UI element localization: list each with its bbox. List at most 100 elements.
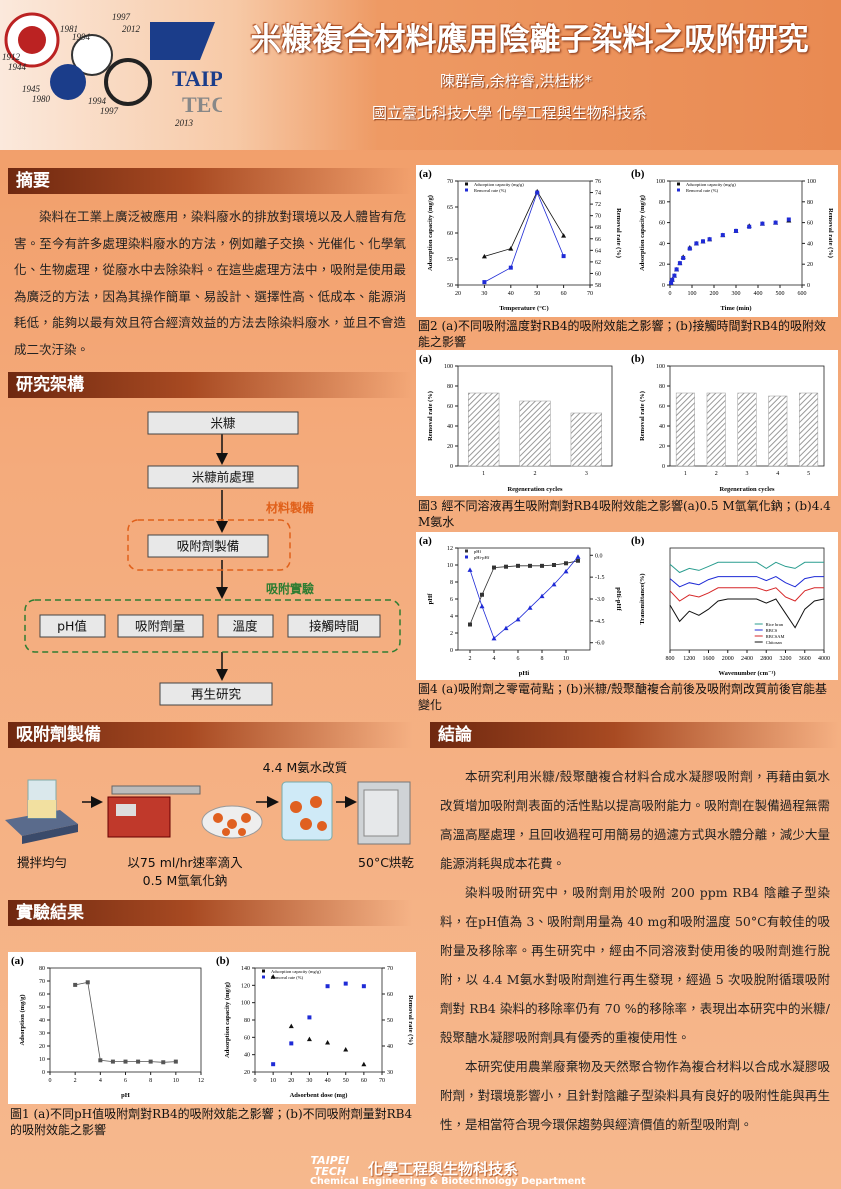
y-tick-label: 8 bbox=[450, 580, 453, 586]
point bbox=[575, 554, 581, 559]
series-line bbox=[669, 587, 824, 602]
bar bbox=[468, 392, 500, 467]
point bbox=[669, 280, 674, 285]
point bbox=[694, 241, 699, 246]
legend-swatch bbox=[465, 188, 468, 192]
x-tick-label: 0 bbox=[49, 1078, 52, 1084]
plot-frame bbox=[457, 547, 591, 651]
point bbox=[73, 982, 78, 987]
x-tick-label: 400 bbox=[754, 291, 763, 297]
y-axis-title: Removal rate (%) bbox=[639, 391, 646, 441]
logo-ntut bbox=[150, 22, 215, 60]
y-tick-label: 4 bbox=[450, 614, 453, 620]
step-label: 50°C烘乾 bbox=[358, 855, 414, 870]
x-tick-label: 800 bbox=[666, 656, 675, 662]
y-tick-label: 20 bbox=[447, 444, 453, 450]
legend-label: pHf bbox=[474, 549, 481, 554]
point bbox=[479, 603, 485, 609]
point bbox=[468, 622, 472, 627]
point bbox=[503, 625, 509, 631]
abstract-text: 染料在工業上廣泛被應用，染料廢水的排放對環境以及人體皆有危害。至今有許多處理染料… bbox=[14, 209, 406, 357]
logo-emblem bbox=[71, 34, 113, 76]
footer-logo: TAIPEI TECH bbox=[310, 1154, 350, 1178]
node-label: 接觸時間 bbox=[309, 619, 359, 634]
section-heading: 實驗結果 bbox=[8, 900, 412, 926]
point bbox=[677, 261, 682, 266]
node-label: 米糠前處理 bbox=[192, 470, 255, 485]
y-tick-label: 60 bbox=[659, 221, 665, 227]
point bbox=[535, 190, 540, 195]
y2-tick-label: 72 bbox=[595, 202, 601, 208]
chart: (b) Transmittance(%) Wavenumber (cm⁻¹) 800 1… bbox=[631, 535, 830, 677]
point bbox=[173, 1059, 178, 1064]
y-tick-label: 40 bbox=[659, 241, 665, 247]
y-tick-label: 10 bbox=[447, 563, 453, 569]
figure-panel: (a) 0 20 40 60 80 100 Removal rate (%) Regenerat… bbox=[416, 350, 838, 496]
point bbox=[760, 221, 765, 226]
x-tick-label: 2800 bbox=[760, 656, 772, 662]
y-tick-label: 0 bbox=[662, 283, 665, 289]
year: 1945 bbox=[22, 84, 41, 94]
point bbox=[508, 265, 513, 270]
panel-label: (b) bbox=[216, 955, 230, 967]
x-tick-label: 50 bbox=[343, 1078, 349, 1084]
point bbox=[98, 1058, 103, 1063]
point bbox=[343, 1046, 349, 1052]
x-tick-label: 4000 bbox=[818, 656, 830, 662]
x-tick-label: 2 bbox=[715, 471, 718, 477]
x-tick-label: 8 bbox=[149, 1078, 152, 1084]
y-tick-label: 6 bbox=[450, 597, 453, 603]
node-label: 米糠 bbox=[210, 416, 235, 431]
y-tick-label: 20 bbox=[659, 262, 665, 268]
series-line bbox=[669, 576, 824, 588]
series-line bbox=[669, 561, 824, 574]
y-tick-label: 60 bbox=[659, 404, 665, 410]
footer-department-en: Chemical Engineering & Biotechnology Dep… bbox=[310, 1176, 586, 1187]
dish-icon bbox=[201, 805, 263, 839]
legend-swatch bbox=[262, 975, 265, 979]
point bbox=[552, 563, 556, 567]
point bbox=[539, 593, 545, 599]
y-tick-label: 60 bbox=[447, 404, 453, 410]
paragraph: 本研究利用米糠/殼聚醣複合材料合成水凝膠吸附劑，再藉由氨水改質增加吸附劑表面的活… bbox=[440, 769, 830, 871]
logo-emblem bbox=[50, 64, 86, 100]
x-tick-label: 3 bbox=[585, 471, 588, 477]
section-heading: 結論 bbox=[430, 722, 838, 748]
point bbox=[563, 568, 569, 574]
bar bbox=[799, 392, 819, 467]
poster-title: 米糠複合材料應用陰離子染料之吸附研究 bbox=[250, 22, 809, 58]
x-tick-label: 1 bbox=[684, 471, 687, 477]
node-box bbox=[287, 614, 381, 638]
chart: (b)204060801001201403040506070Adsorption… bbox=[216, 955, 414, 1099]
x-tick-label: 500 bbox=[776, 291, 785, 297]
x-tick-label: 5 bbox=[807, 471, 810, 477]
point bbox=[720, 233, 725, 238]
figure-caption: 圖3 經不同溶液再生吸附劑對RB4吸附效能之影響(a)0.5 M氫氧化鈉；(b)… bbox=[418, 499, 831, 529]
beaker-icon bbox=[281, 781, 333, 841]
y-tick-label: 0 bbox=[450, 648, 453, 654]
point bbox=[481, 253, 487, 259]
bar bbox=[706, 392, 726, 467]
y-tick-label: 100 bbox=[656, 179, 665, 185]
point bbox=[734, 228, 738, 233]
legend-label: Removal rate (%) bbox=[474, 188, 506, 193]
point bbox=[491, 635, 497, 641]
y2-tick-label: -1.5 bbox=[595, 575, 605, 581]
point bbox=[707, 237, 712, 242]
legend-label: Adsorption capacity (mg/g) bbox=[686, 182, 736, 187]
x-tick-label: 70 bbox=[379, 1078, 385, 1084]
section-heading: 摘要 bbox=[8, 168, 412, 194]
x-tick-label: 2 bbox=[469, 656, 472, 662]
step-label: 4.4 M氨水改質 bbox=[263, 760, 348, 775]
y2-tick-label: 20 bbox=[807, 262, 813, 268]
node-box bbox=[117, 614, 204, 638]
year: 1997 bbox=[112, 12, 131, 22]
point bbox=[576, 558, 580, 563]
y2-tick-label: 80 bbox=[807, 200, 813, 206]
x-tick-label: 70 bbox=[587, 291, 593, 297]
y2-tick-label: 68 bbox=[595, 225, 601, 231]
legend-label: Removal rate (%) bbox=[686, 188, 718, 193]
y-axis-title: Transmittance(%) bbox=[639, 573, 646, 624]
node-label: 再生研究 bbox=[191, 687, 242, 702]
